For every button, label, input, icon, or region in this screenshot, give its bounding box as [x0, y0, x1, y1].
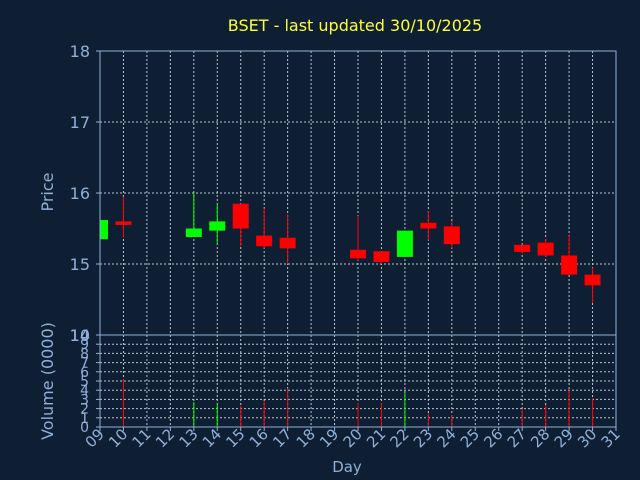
x-tick-label: 14 [199, 425, 225, 451]
candle-body [115, 221, 132, 225]
price-tick-label: 18 [70, 42, 90, 61]
x-tick-label: 16 [246, 425, 272, 451]
volume-tick-label: 1 [80, 411, 89, 427]
x-tick-label: 19 [316, 425, 342, 451]
price-tick-label: 15 [70, 255, 90, 274]
volume-tick-label: 2 [80, 402, 89, 418]
axes-layer [96, 50, 617, 431]
candle-body [420, 222, 437, 229]
chart-title: BSET - last updated 30/10/2025 [228, 16, 482, 35]
price-axis-label: Price [38, 172, 57, 211]
x-tick-label: 24 [433, 425, 459, 451]
x-tick-label: 30 [574, 425, 600, 451]
candle-body [584, 274, 601, 286]
candle-body [232, 203, 249, 229]
x-tick-label: 23 [410, 425, 436, 451]
x-tick-label: 22 [387, 425, 413, 451]
x-tick-label: 13 [175, 425, 201, 451]
volume-tick-label: 9 [80, 337, 89, 353]
x-tick-label: 21 [363, 425, 389, 451]
price-tick-label: 16 [70, 184, 90, 203]
volume-tick-label: 4 [80, 383, 89, 399]
candle-body [443, 226, 460, 245]
x-tick-label: 11 [129, 425, 155, 451]
candle-body [100, 219, 108, 240]
volume-axis-label: Volume (0000) [38, 322, 57, 440]
volume-tick-label: 5 [80, 374, 89, 390]
x-tick-label: 28 [527, 425, 553, 451]
candle-body [185, 228, 202, 238]
x-tick-label: 12 [152, 425, 178, 451]
volume-tick-label: 3 [80, 392, 89, 408]
volume-tick-label: 7 [80, 356, 89, 372]
candle-body [396, 230, 413, 257]
grid-lines [100, 51, 616, 427]
candle-body [514, 244, 531, 252]
candle-body [209, 221, 226, 231]
volume-tick-label: 0 [80, 420, 89, 436]
divider-tick-label: 10 [70, 326, 90, 345]
candle-body [373, 251, 390, 262]
x-tick-label: 18 [293, 425, 319, 451]
x-axis-label: Day [332, 458, 362, 476]
candle-body [350, 249, 366, 259]
candle-body [279, 237, 296, 249]
x-tick-label: 25 [457, 425, 483, 451]
x-tick-label: 20 [340, 425, 366, 451]
candle-body [537, 242, 554, 256]
candle-body [561, 255, 578, 275]
candles-layer [99, 193, 601, 304]
x-tick-label: 26 [480, 425, 506, 451]
volume-tick-label: 6 [80, 365, 89, 381]
candle-body [256, 235, 273, 247]
x-tick-label: 29 [551, 425, 577, 451]
volume-tick-label: 8 [80, 346, 89, 362]
x-tick-label: 31 [598, 425, 624, 451]
price-tick-label: 17 [70, 113, 90, 132]
price-tick-label: 14 [70, 326, 90, 345]
x-tick-label: 10 [105, 425, 131, 451]
x-tick-label: 17 [269, 425, 295, 451]
x-tick-label: 27 [504, 425, 530, 451]
volume-bars-layer [122, 379, 594, 427]
x-tick-label: 15 [222, 425, 248, 451]
